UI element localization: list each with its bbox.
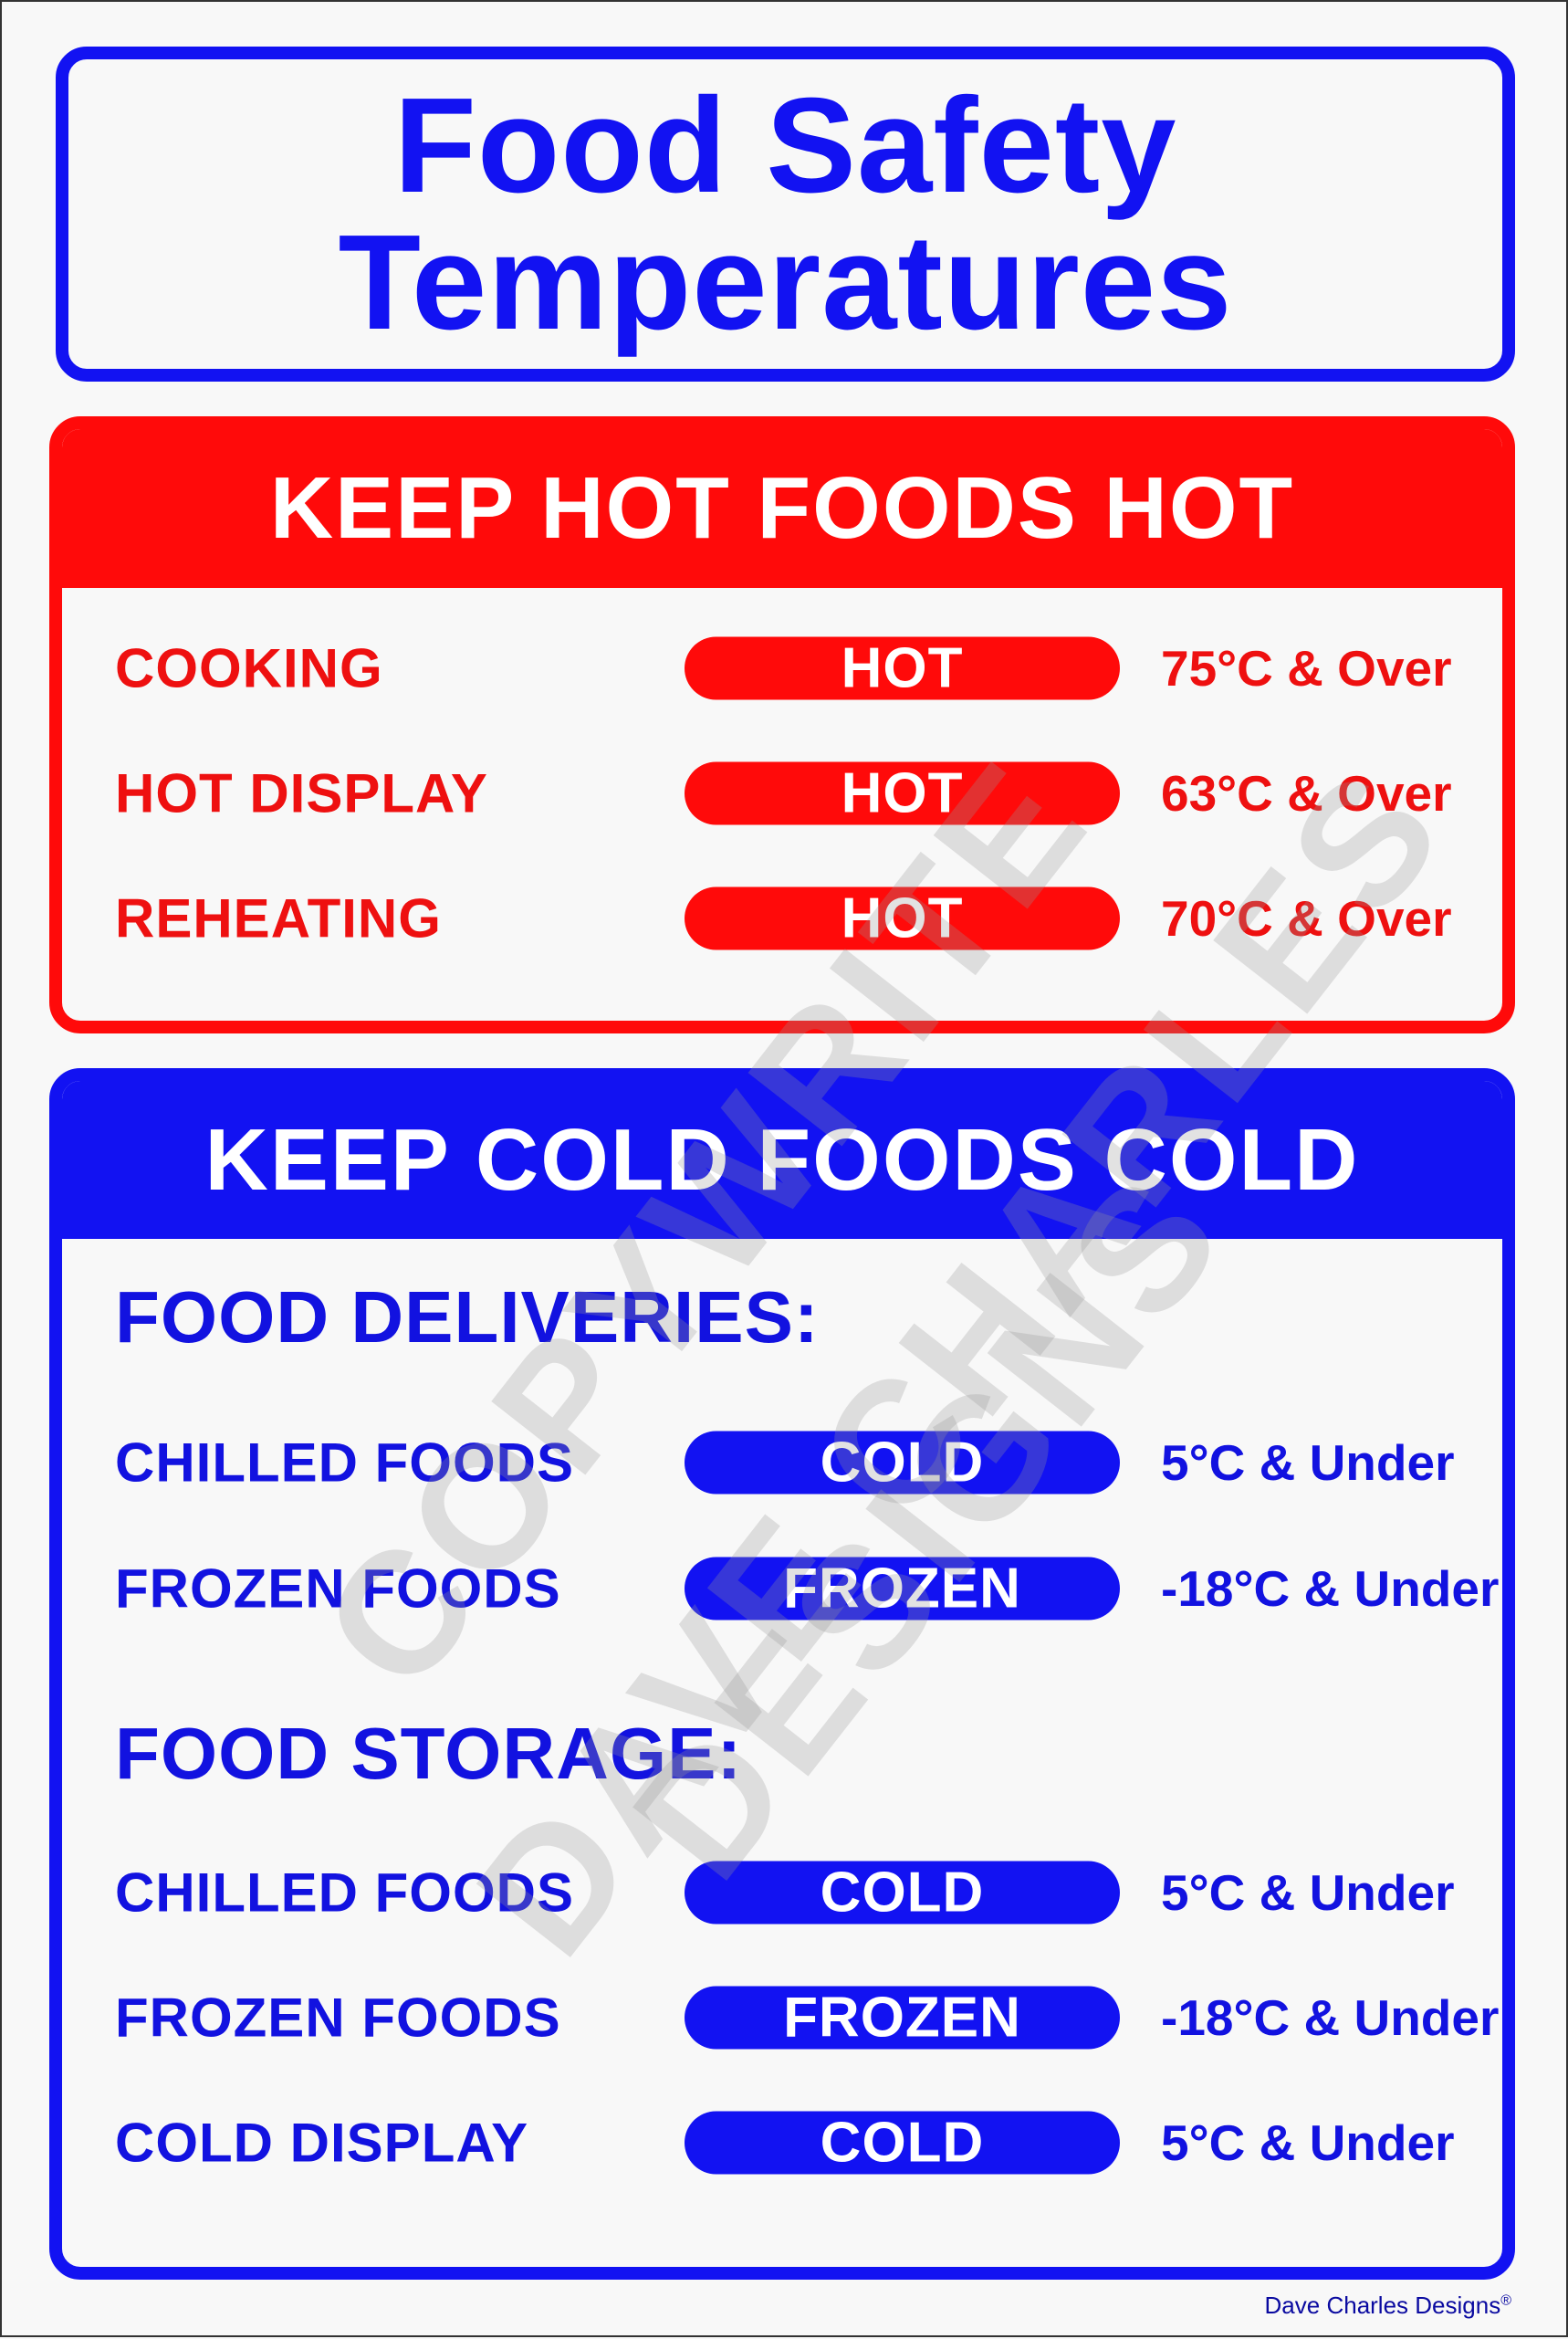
cold-badge: COLD [685, 1431, 1120, 1495]
row-label: COOKING [115, 637, 383, 699]
temperature: 5°C & Under [1161, 1434, 1455, 1491]
brand-name: Dave Charles Designs [1264, 2292, 1501, 2319]
cold-badge: COLD [685, 1861, 1120, 1925]
registered-mark: ® [1500, 2292, 1511, 2309]
row-label: COLD DISPLAY [115, 2112, 529, 2174]
hot-badge: HOT [685, 636, 1120, 700]
title-box: Food Safety Temperatures [56, 47, 1515, 382]
section-heading-deliveries: FOOD DELIVERIES: [115, 1276, 820, 1358]
frozen-badge: FROZEN [685, 1986, 1120, 2050]
row-label: FROZEN FOODS [115, 1558, 561, 1620]
temperature: 5°C & Under [1161, 1864, 1455, 1921]
row-label: CHILLED FOODS [115, 1432, 574, 1494]
cold-badge: COLD [685, 2111, 1120, 2175]
temperature: -18°C & Under [1161, 1560, 1500, 1617]
hot-badge: HOT [685, 886, 1120, 950]
frozen-badge: FROZEN [685, 1557, 1120, 1621]
hot-foods-panel: KEEP HOT FOODS HOT [49, 416, 1515, 1033]
hot-badge: HOT [685, 761, 1120, 825]
row-label: CHILLED FOODS [115, 1862, 574, 1924]
row-label: HOT DISPLAY [115, 762, 488, 824]
temperature: 75°C & Over [1161, 640, 1452, 697]
cold-foods-panel: KEEP COLD FOODS COLD [49, 1068, 1515, 2280]
temperature: -18°C & Under [1161, 1989, 1500, 2046]
footer-brand: Dave Charles Designs® [1265, 2292, 1511, 2320]
temperature: 70°C & Over [1161, 890, 1452, 947]
hot-panel-header: KEEP HOT FOODS HOT [62, 429, 1502, 588]
row-label: FROZEN FOODS [115, 1987, 561, 2049]
temperature: 5°C & Under [1161, 2114, 1455, 2171]
row-label: REHEATING [115, 887, 442, 949]
section-heading-storage: FOOD STORAGE: [115, 1713, 743, 1794]
temperature: 63°C & Over [1161, 765, 1452, 822]
title-line-1: Food Safety [393, 69, 1177, 221]
cold-panel-header: KEEP COLD FOODS COLD [62, 1081, 1502, 1239]
title-line-2: Temperatures [338, 206, 1233, 358]
